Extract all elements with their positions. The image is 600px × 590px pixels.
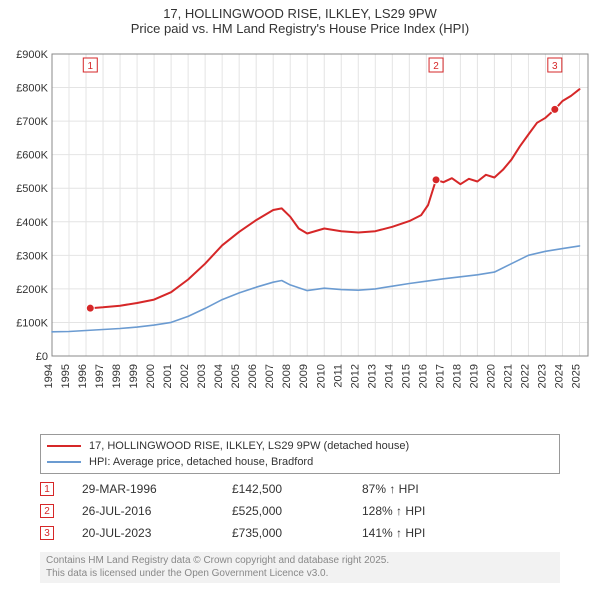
svg-text:1: 1 bbox=[88, 61, 94, 72]
svg-text:£300K: £300K bbox=[16, 250, 48, 262]
svg-text:2007: 2007 bbox=[264, 364, 276, 388]
chart-svg: £0 £100K £200K £300K £400K £500K £600K £700K £80… bbox=[6, 46, 594, 426]
svg-text:2013: 2013 bbox=[366, 364, 378, 388]
svg-text:£0: £0 bbox=[36, 351, 48, 363]
footer-line2: This data is licensed under the Open Gov… bbox=[46, 568, 554, 581]
legend-label: HPI: Average price, detached house, Brad… bbox=[89, 456, 313, 468]
svg-text:2010: 2010 bbox=[315, 364, 327, 388]
svg-text:2023: 2023 bbox=[536, 364, 548, 388]
marker-hpi: 128% ↑ HPI bbox=[362, 504, 492, 518]
svg-text:2000: 2000 bbox=[145, 364, 157, 388]
svg-text:1995: 1995 bbox=[60, 364, 72, 388]
svg-text:£100K: £100K bbox=[16, 317, 48, 329]
svg-text:2001: 2001 bbox=[162, 364, 174, 388]
svg-text:2021: 2021 bbox=[502, 364, 514, 388]
svg-text:2005: 2005 bbox=[230, 364, 242, 388]
svg-text:2020: 2020 bbox=[485, 364, 497, 388]
svg-text:£400K: £400K bbox=[16, 217, 48, 229]
svg-text:2011: 2011 bbox=[332, 364, 344, 388]
svg-text:£800K: £800K bbox=[16, 83, 48, 95]
marker-date: 26-JUL-2016 bbox=[82, 504, 232, 518]
marker-table-row: 2 26-JUL-2016£525,000128% ↑ HPI bbox=[40, 500, 560, 522]
svg-text:2017: 2017 bbox=[434, 364, 446, 388]
legend-swatch bbox=[47, 445, 81, 447]
legend-swatch bbox=[47, 461, 81, 463]
footer-line1: Contains HM Land Registry data © Crown c… bbox=[46, 555, 554, 568]
svg-text:2: 2 bbox=[433, 61, 439, 72]
svg-text:£500K: £500K bbox=[16, 183, 48, 195]
svg-text:2018: 2018 bbox=[451, 364, 463, 388]
chart-title-block: 17, HOLLINGWOOD RISE, ILKLEY, LS29 9PW P… bbox=[0, 0, 600, 38]
marker-date: 20-JUL-2023 bbox=[82, 526, 232, 540]
marker-table-row: 1 29-MAR-1996£142,50087% ↑ HPI bbox=[40, 478, 560, 500]
svg-text:1999: 1999 bbox=[128, 364, 140, 388]
svg-text:2024: 2024 bbox=[553, 364, 565, 388]
marker-price: £525,000 bbox=[232, 504, 362, 518]
svg-text:2003: 2003 bbox=[196, 364, 208, 388]
svg-text:1996: 1996 bbox=[77, 364, 89, 388]
marker-date: 29-MAR-1996 bbox=[82, 482, 232, 496]
title-line1: 17, HOLLINGWOOD RISE, ILKLEY, LS29 9PW bbox=[4, 6, 596, 21]
chart-area: £0 £100K £200K £300K £400K £500K £600K £700K £80… bbox=[6, 46, 594, 426]
svg-text:2015: 2015 bbox=[400, 364, 412, 388]
svg-text:1998: 1998 bbox=[111, 364, 123, 388]
svg-text:3: 3 bbox=[552, 61, 558, 72]
svg-text:£900K: £900K bbox=[16, 49, 48, 61]
marker-hpi: 141% ↑ HPI bbox=[362, 526, 492, 540]
svg-text:1997: 1997 bbox=[94, 364, 106, 388]
svg-text:2008: 2008 bbox=[281, 364, 293, 388]
svg-text:2016: 2016 bbox=[417, 364, 429, 388]
svg-text:2004: 2004 bbox=[213, 364, 225, 388]
legend: 17, HOLLINGWOOD RISE, ILKLEY, LS29 9PW (… bbox=[40, 434, 560, 474]
footer-attribution: Contains HM Land Registry data © Crown c… bbox=[40, 552, 560, 583]
svg-text:£200K: £200K bbox=[16, 284, 48, 296]
title-line2: Price paid vs. HM Land Registry's House … bbox=[4, 21, 596, 36]
svg-text:1994: 1994 bbox=[43, 364, 55, 388]
marker-table-row: 3 20-JUL-2023£735,000141% ↑ HPI bbox=[40, 522, 560, 544]
svg-text:2014: 2014 bbox=[383, 364, 395, 388]
marker-badge: 1 bbox=[40, 482, 54, 496]
svg-text:2009: 2009 bbox=[298, 364, 310, 388]
legend-row: 17, HOLLINGWOOD RISE, ILKLEY, LS29 9PW (… bbox=[47, 438, 553, 454]
svg-text:£600K: £600K bbox=[16, 150, 48, 162]
legend-label: 17, HOLLINGWOOD RISE, ILKLEY, LS29 9PW (… bbox=[89, 440, 409, 452]
marker-badge: 3 bbox=[40, 526, 54, 540]
svg-text:2006: 2006 bbox=[247, 364, 259, 388]
marker-badge: 2 bbox=[40, 504, 54, 518]
svg-text:2002: 2002 bbox=[179, 364, 191, 388]
svg-text:£700K: £700K bbox=[16, 116, 48, 128]
svg-text:2025: 2025 bbox=[570, 364, 582, 388]
svg-text:2022: 2022 bbox=[519, 364, 531, 388]
legend-row: HPI: Average price, detached house, Brad… bbox=[47, 454, 553, 470]
marker-price: £142,500 bbox=[232, 482, 362, 496]
marker-hpi: 87% ↑ HPI bbox=[362, 482, 492, 496]
marker-price: £735,000 bbox=[232, 526, 362, 540]
sale-marker-table: 1 29-MAR-1996£142,50087% ↑ HPI 2 26-JUL-201… bbox=[40, 478, 560, 544]
svg-text:2012: 2012 bbox=[349, 364, 361, 388]
svg-text:2019: 2019 bbox=[468, 364, 480, 388]
